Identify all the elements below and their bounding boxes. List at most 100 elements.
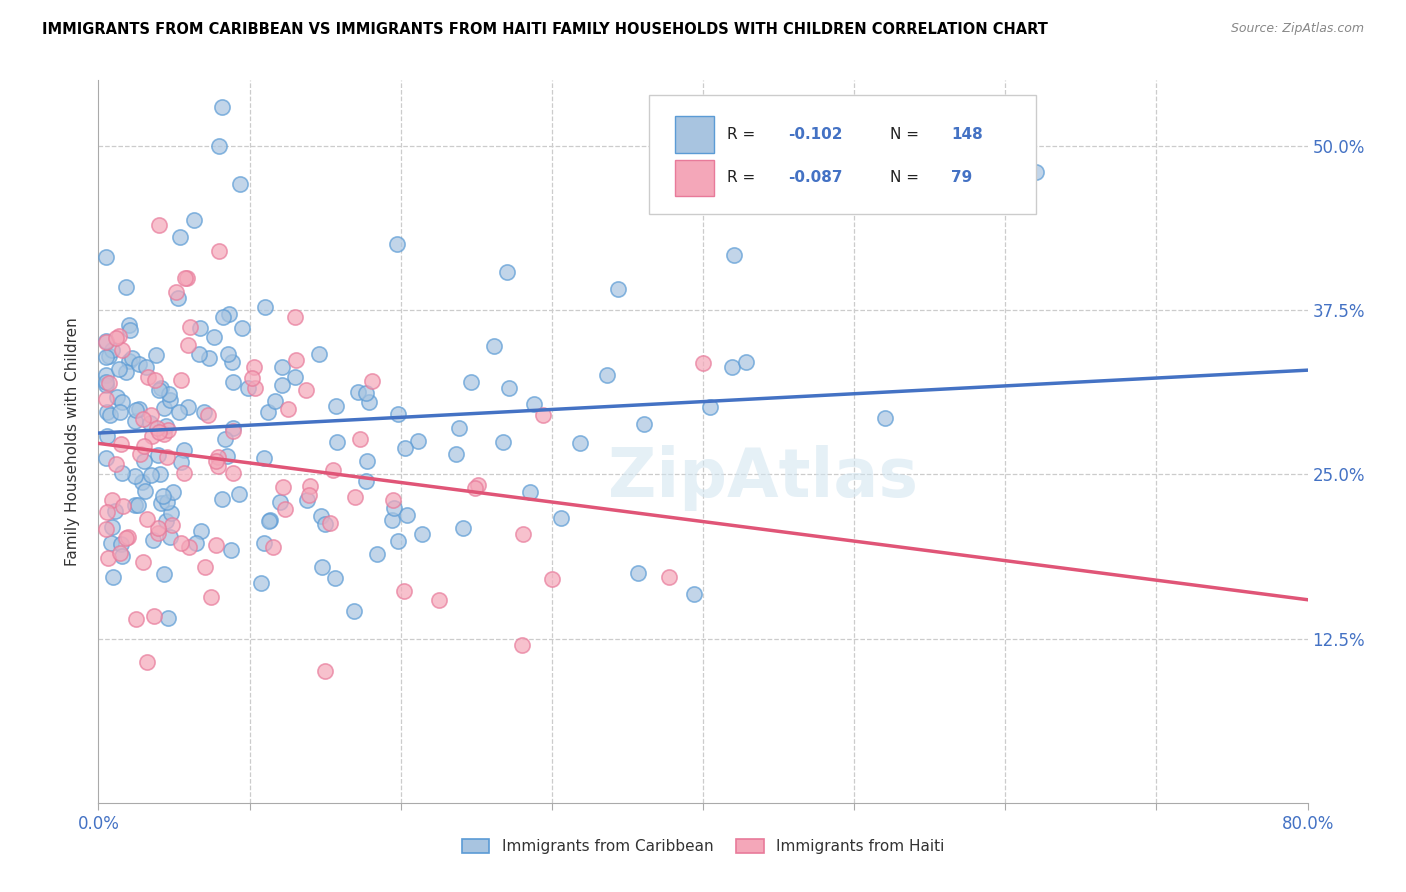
- Point: [229, 178, 252, 192]
- Point: [170, 455, 193, 469]
- Point: [98, 349, 121, 363]
- Text: 148: 148: [950, 127, 983, 142]
- Point: [322, 463, 344, 477]
- Point: [105, 390, 128, 404]
- Point: [135, 360, 157, 375]
- Point: [208, 139, 231, 153]
- Point: [343, 491, 366, 505]
- Point: [121, 351, 143, 365]
- Point: [510, 638, 533, 652]
- Point: [682, 587, 704, 601]
- Point: [217, 347, 239, 361]
- Point: [94, 378, 117, 392]
- Point: [156, 610, 179, 624]
- Point: [253, 451, 276, 466]
- Point: [160, 506, 183, 520]
- Point: [167, 291, 190, 305]
- Text: Source: ZipAtlas.com: Source: ZipAtlas.com: [1230, 22, 1364, 36]
- Point: [498, 381, 520, 395]
- FancyBboxPatch shape: [675, 160, 714, 196]
- Point: [271, 377, 294, 392]
- Point: [253, 536, 276, 550]
- Point: [108, 362, 131, 376]
- Point: [94, 450, 117, 465]
- Point: [155, 419, 177, 434]
- Point: [186, 536, 208, 550]
- Point: [396, 508, 419, 522]
- Point: [873, 411, 896, 425]
- Point: [101, 343, 124, 358]
- Point: [124, 469, 146, 483]
- Point: [170, 373, 193, 387]
- Point: [366, 547, 388, 561]
- Point: [156, 450, 179, 465]
- Point: [105, 331, 128, 345]
- Point: [451, 521, 474, 535]
- Point: [94, 335, 117, 350]
- Point: [112, 499, 135, 513]
- Point: [257, 405, 280, 419]
- Point: [284, 310, 307, 324]
- Point: [111, 343, 134, 358]
- Point: [309, 508, 332, 523]
- Point: [149, 380, 172, 394]
- Point: [134, 439, 156, 453]
- Point: [734, 354, 756, 368]
- Point: [269, 495, 291, 509]
- Point: [264, 393, 287, 408]
- Point: [145, 421, 167, 435]
- Point: [176, 400, 198, 414]
- Point: [108, 405, 131, 419]
- Point: [382, 501, 405, 516]
- Point: [135, 655, 157, 669]
- Point: [343, 604, 366, 618]
- Point: [349, 432, 371, 446]
- Point: [94, 368, 117, 382]
- Point: [159, 393, 181, 408]
- Point: [568, 436, 591, 450]
- Text: R =: R =: [727, 170, 755, 186]
- Point: [354, 474, 377, 488]
- FancyBboxPatch shape: [648, 95, 1035, 214]
- Point: [94, 250, 117, 264]
- Point: [314, 665, 336, 679]
- Point: [128, 358, 150, 372]
- Point: [387, 237, 409, 252]
- Point: [131, 475, 153, 490]
- Point: [721, 360, 744, 375]
- Point: [155, 514, 177, 528]
- Point: [259, 513, 281, 527]
- Point: [118, 353, 141, 368]
- Point: [519, 484, 541, 499]
- Point: [96, 505, 118, 519]
- Point: [94, 392, 117, 406]
- Point: [173, 466, 195, 480]
- Point: [146, 525, 169, 540]
- Point: [523, 397, 546, 411]
- Point: [271, 359, 294, 374]
- Point: [222, 466, 245, 480]
- Point: [221, 375, 243, 389]
- Point: [183, 212, 205, 227]
- Point: [212, 310, 235, 325]
- Point: [127, 498, 149, 512]
- Point: [326, 434, 349, 449]
- Point: [198, 351, 221, 366]
- Point: [467, 477, 489, 491]
- Point: [308, 346, 330, 360]
- Point: [118, 318, 141, 332]
- Point: [153, 566, 176, 581]
- Point: [110, 466, 132, 480]
- Point: [143, 373, 166, 387]
- Point: [129, 446, 152, 460]
- Point: [125, 613, 148, 627]
- Point: [197, 408, 219, 422]
- Point: [132, 454, 155, 468]
- Point: [124, 414, 146, 428]
- Point: [96, 522, 118, 536]
- Point: [323, 571, 346, 585]
- Point: [96, 429, 118, 443]
- Point: [101, 520, 124, 534]
- Point: [153, 426, 176, 441]
- Point: [117, 530, 139, 544]
